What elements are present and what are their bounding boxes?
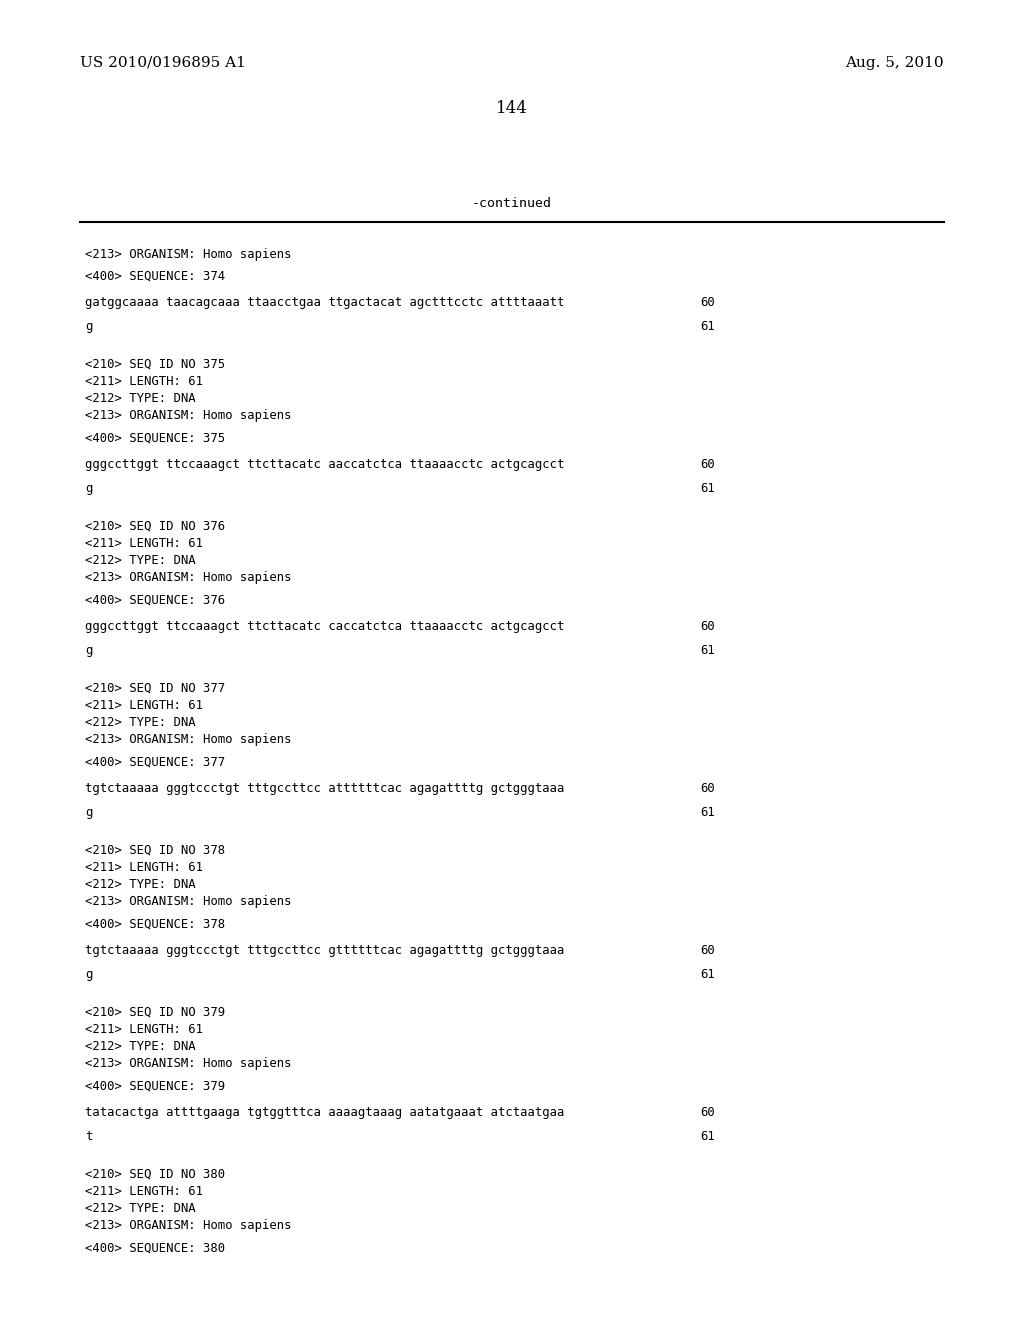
Text: <213> ORGANISM: Homo sapiens: <213> ORGANISM: Homo sapiens: [85, 248, 292, 261]
Text: tatacactga attttgaaga tgtggtttca aaaagtaaag aatatgaaat atctaatgaa: tatacactga attttgaaga tgtggtttca aaaagta…: [85, 1106, 564, 1119]
Text: <212> TYPE: DNA: <212> TYPE: DNA: [85, 715, 196, 729]
Text: <212> TYPE: DNA: <212> TYPE: DNA: [85, 1040, 196, 1053]
Text: <211> LENGTH: 61: <211> LENGTH: 61: [85, 700, 203, 711]
Text: 144: 144: [496, 100, 528, 117]
Text: <400> SEQUENCE: 377: <400> SEQUENCE: 377: [85, 756, 225, 770]
Text: 61: 61: [700, 644, 715, 657]
Text: <212> TYPE: DNA: <212> TYPE: DNA: [85, 1203, 196, 1214]
Text: g: g: [85, 644, 92, 657]
Text: <400> SEQUENCE: 380: <400> SEQUENCE: 380: [85, 1242, 225, 1255]
Text: 61: 61: [700, 807, 715, 818]
Text: 60: 60: [700, 296, 715, 309]
Text: 61: 61: [700, 968, 715, 981]
Text: g: g: [85, 482, 92, 495]
Text: US 2010/0196895 A1: US 2010/0196895 A1: [80, 55, 246, 70]
Text: 61: 61: [700, 482, 715, 495]
Text: <213> ORGANISM: Homo sapiens: <213> ORGANISM: Homo sapiens: [85, 895, 292, 908]
Text: <213> ORGANISM: Homo sapiens: <213> ORGANISM: Homo sapiens: [85, 1057, 292, 1071]
Text: gatggcaaaa taacagcaaa ttaacctgaa ttgactacat agctttcctc attttaaatt: gatggcaaaa taacagcaaa ttaacctgaa ttgacta…: [85, 296, 564, 309]
Text: <400> SEQUENCE: 376: <400> SEQUENCE: 376: [85, 594, 225, 607]
Text: 61: 61: [700, 319, 715, 333]
Text: <210> SEQ ID NO 379: <210> SEQ ID NO 379: [85, 1006, 225, 1019]
Text: gggccttggt ttccaaagct ttcttacatc aaccatctca ttaaaacctc actgcagcct: gggccttggt ttccaaagct ttcttacatc aaccatc…: [85, 458, 564, 471]
Text: <211> LENGTH: 61: <211> LENGTH: 61: [85, 1185, 203, 1199]
Text: 60: 60: [700, 781, 715, 795]
Text: t: t: [85, 1130, 92, 1143]
Text: <210> SEQ ID NO 380: <210> SEQ ID NO 380: [85, 1168, 225, 1181]
Text: -continued: -continued: [472, 197, 552, 210]
Text: <210> SEQ ID NO 377: <210> SEQ ID NO 377: [85, 682, 225, 696]
Text: <212> TYPE: DNA: <212> TYPE: DNA: [85, 392, 196, 405]
Text: <210> SEQ ID NO 376: <210> SEQ ID NO 376: [85, 520, 225, 533]
Text: tgtctaaaaa gggtccctgt tttgccttcc gttttttcac agagattttg gctgggtaaa: tgtctaaaaa gggtccctgt tttgccttcc gtttttt…: [85, 944, 564, 957]
Text: Aug. 5, 2010: Aug. 5, 2010: [846, 55, 944, 70]
Text: <213> ORGANISM: Homo sapiens: <213> ORGANISM: Homo sapiens: [85, 1218, 292, 1232]
Text: 60: 60: [700, 1106, 715, 1119]
Text: <400> SEQUENCE: 374: <400> SEQUENCE: 374: [85, 271, 225, 282]
Text: <211> LENGTH: 61: <211> LENGTH: 61: [85, 861, 203, 874]
Text: <211> LENGTH: 61: <211> LENGTH: 61: [85, 375, 203, 388]
Text: g: g: [85, 319, 92, 333]
Text: <213> ORGANISM: Homo sapiens: <213> ORGANISM: Homo sapiens: [85, 409, 292, 422]
Text: 60: 60: [700, 620, 715, 634]
Text: <212> TYPE: DNA: <212> TYPE: DNA: [85, 554, 196, 568]
Text: <400> SEQUENCE: 375: <400> SEQUENCE: 375: [85, 432, 225, 445]
Text: <211> LENGTH: 61: <211> LENGTH: 61: [85, 1023, 203, 1036]
Text: <210> SEQ ID NO 375: <210> SEQ ID NO 375: [85, 358, 225, 371]
Text: <211> LENGTH: 61: <211> LENGTH: 61: [85, 537, 203, 550]
Text: 60: 60: [700, 944, 715, 957]
Text: 61: 61: [700, 1130, 715, 1143]
Text: g: g: [85, 807, 92, 818]
Text: <213> ORGANISM: Homo sapiens: <213> ORGANISM: Homo sapiens: [85, 733, 292, 746]
Text: g: g: [85, 968, 92, 981]
Text: tgtctaaaaa gggtccctgt tttgccttcc attttttcac agagattttg gctgggtaaa: tgtctaaaaa gggtccctgt tttgccttcc atttttt…: [85, 781, 564, 795]
Text: gggccttggt ttccaaagct ttcttacatc caccatctca ttaaaacctc actgcagcct: gggccttggt ttccaaagct ttcttacatc caccatc…: [85, 620, 564, 634]
Text: <210> SEQ ID NO 378: <210> SEQ ID NO 378: [85, 843, 225, 857]
Text: <212> TYPE: DNA: <212> TYPE: DNA: [85, 878, 196, 891]
Text: <213> ORGANISM: Homo sapiens: <213> ORGANISM: Homo sapiens: [85, 572, 292, 583]
Text: <400> SEQUENCE: 379: <400> SEQUENCE: 379: [85, 1080, 225, 1093]
Text: 60: 60: [700, 458, 715, 471]
Text: <400> SEQUENCE: 378: <400> SEQUENCE: 378: [85, 917, 225, 931]
